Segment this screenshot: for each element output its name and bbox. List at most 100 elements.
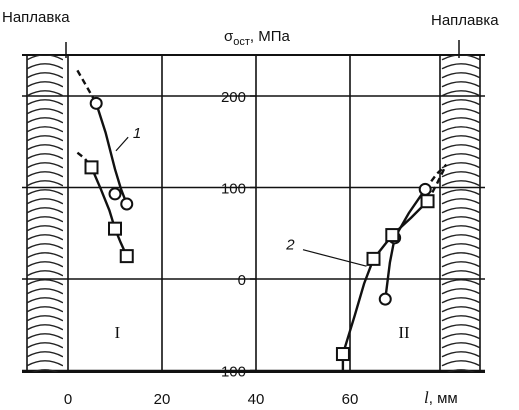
weld-left-bead — [27, 352, 63, 357]
series-1-point-3 — [380, 294, 391, 305]
weld-right-bead — [442, 100, 480, 105]
weld-left-bead — [27, 118, 63, 123]
weld-right-bead — [442, 343, 480, 348]
weld-left-bead — [27, 136, 63, 141]
weld-right-bead — [442, 262, 480, 267]
weld-right-bead — [442, 271, 480, 276]
series-2-point-5 — [386, 229, 398, 241]
x-tick-label-1: 20 — [154, 391, 171, 408]
x-tick-label-2: 40 — [248, 391, 265, 408]
zone-label-1: I — [115, 323, 121, 342]
weld-right-bead — [442, 190, 480, 195]
x-tick-labels: 0 20 40 60 — [64, 391, 359, 408]
weld-right-bead — [442, 136, 480, 141]
weld-left-bead — [27, 91, 63, 96]
series-2-point-3 — [337, 348, 349, 360]
weld-right-bead — [442, 217, 480, 222]
curve-label-2-leader — [303, 250, 366, 266]
weld-left-bead — [27, 64, 63, 69]
annotations: I II12 — [115, 125, 411, 342]
series-curves — [77, 70, 446, 370]
weld-left-bead — [27, 199, 63, 204]
weld-right-bead — [442, 307, 480, 312]
weld-deposit-left — [27, 46, 63, 375]
weld-right-bead — [442, 244, 480, 249]
weld-right-bead — [442, 316, 480, 321]
weld-left-bead — [27, 181, 63, 186]
weld-left-bead — [27, 289, 63, 294]
weld-right-bead — [442, 127, 480, 132]
series-2-point-6 — [422, 195, 434, 207]
weld-left-bead — [27, 208, 63, 213]
weld-right-bead — [442, 64, 480, 69]
weld-label-left: Наплавка — [2, 9, 70, 26]
weld-right-bead — [442, 298, 480, 303]
weld-left-bead — [27, 217, 63, 222]
series-1-curve-1 — [385, 189, 425, 299]
weld-right-bead — [442, 73, 480, 78]
zone-label-2: II — [398, 323, 410, 342]
series-2-point-2 — [121, 250, 133, 262]
weld-right-bead — [442, 145, 480, 150]
weld-right-bead — [442, 154, 480, 159]
series-2-curve-1 — [343, 201, 428, 370]
weld-right-bead — [442, 172, 480, 177]
weld-left-bead — [27, 100, 63, 105]
series-1-point-5 — [420, 184, 431, 195]
weld-right-bead — [442, 235, 480, 240]
weld-right-bead — [442, 118, 480, 123]
weld-right-bead — [442, 334, 480, 339]
weld-right-bead — [442, 226, 480, 231]
weld-right-bead — [442, 361, 480, 366]
weld-left-bead — [27, 226, 63, 231]
weld-left-bead — [27, 244, 63, 249]
weld-deposit-right — [442, 46, 480, 375]
series-2-point-0 — [86, 161, 98, 173]
weld-left-bead — [27, 190, 63, 195]
y-tick-label-1: 100 — [221, 181, 246, 198]
curve-label-2: 2 — [285, 237, 295, 254]
weld-left-bead — [27, 343, 63, 348]
curve-label-1-leader — [116, 137, 128, 151]
y-axis-label-unit: , МПа — [250, 28, 290, 45]
weld-right-bead — [442, 82, 480, 87]
weld-right-bead — [442, 352, 480, 357]
weld-left-bead — [27, 262, 63, 267]
weld-right-bead — [442, 181, 480, 186]
weld-left-bead — [27, 154, 63, 159]
weld-left-bead — [27, 46, 63, 51]
curve-label-1: 1 — [133, 125, 141, 142]
series-2-curve-0 — [92, 167, 127, 256]
y-axis-label: σост, МПа — [224, 28, 290, 48]
weld-right-bead — [442, 199, 480, 204]
weld-right-bead — [442, 253, 480, 258]
y-tick-label-2: 0 — [238, 272, 246, 289]
x-tick-label-0: 0 — [64, 391, 72, 408]
weld-right-bead — [442, 163, 480, 168]
weld-left-bead — [27, 235, 63, 240]
x-axis-label: l, мм — [424, 388, 458, 408]
series-1-point-2 — [121, 198, 132, 209]
weld-left-bead — [27, 280, 63, 285]
weld-right-bead — [442, 325, 480, 330]
y-axis-label-subscript: ост — [233, 36, 250, 48]
weld-left-bead — [27, 163, 63, 168]
series-2-point-4 — [368, 253, 380, 265]
weld-right-bead — [442, 208, 480, 213]
y-axis-label-symbol: σ — [224, 28, 233, 45]
weld-left-bead — [27, 271, 63, 276]
weld-left-bead — [27, 73, 63, 78]
weld-left-bead — [27, 325, 63, 330]
weld-left-bead — [27, 109, 63, 114]
weld-left-bead — [27, 82, 63, 87]
x-axis-label-unit: , мм — [429, 390, 458, 407]
weld-left-bead — [27, 298, 63, 303]
weld-left-bead — [27, 334, 63, 339]
series-1-point-0 — [91, 98, 102, 109]
y-tick-label-0: 200 — [221, 89, 246, 106]
weld-right-bead — [442, 289, 480, 294]
y-tick-labels: 200 100 0 −100 — [212, 89, 246, 381]
y-tick-label-3: −100 — [212, 364, 246, 381]
series-2-point-1 — [109, 223, 121, 235]
weld-right-bead — [442, 280, 480, 285]
